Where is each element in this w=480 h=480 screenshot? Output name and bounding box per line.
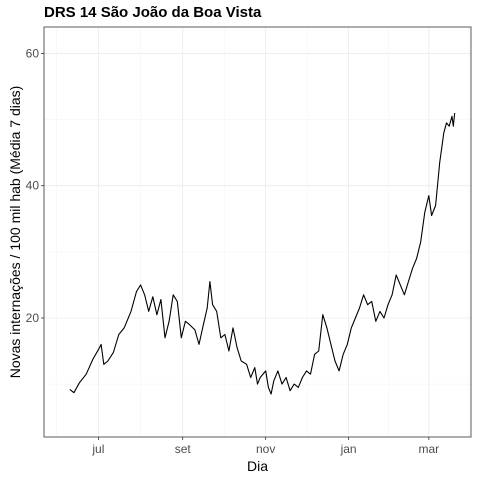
x-tick-label: jan (340, 442, 357, 456)
x-tick-label: set (175, 442, 192, 456)
x-tick-label: jul (91, 442, 104, 456)
series-layer (69, 112, 456, 395)
x-tick-label: nov (256, 442, 275, 456)
panel-border (43, 26, 472, 438)
grid (44, 27, 471, 437)
x-axis-title: Dia (247, 458, 268, 474)
y-tick-label: 20 (26, 311, 40, 325)
y-tick-label: 40 (26, 179, 40, 193)
chart-title: DRS 14 São João da Boa Vista (44, 4, 262, 21)
y-tick-label: 60 (26, 46, 40, 60)
y-axis: 20 40 60 (26, 46, 44, 325)
y-axis-title: Novas internações / 100 mil hab (Média 7… (7, 86, 23, 379)
x-axis: jul set nov jan mar (91, 437, 439, 456)
x-tick-label: mar (419, 442, 440, 456)
series-line (69, 112, 456, 395)
